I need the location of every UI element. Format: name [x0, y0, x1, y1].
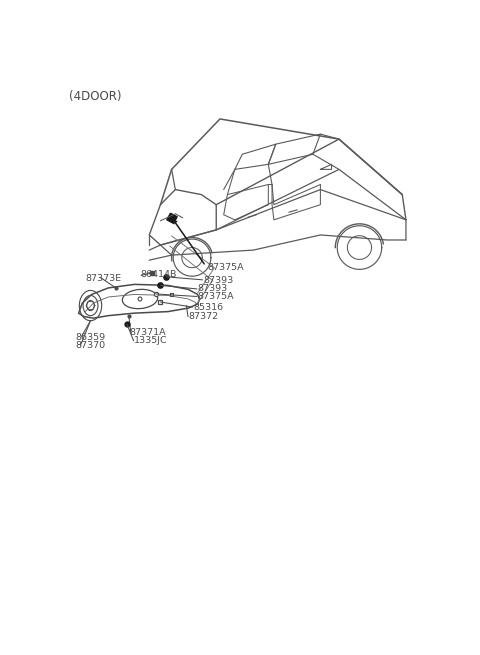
Text: 87371A: 87371A	[130, 328, 166, 337]
Text: 85316: 85316	[193, 303, 223, 312]
Text: 87375A: 87375A	[207, 263, 243, 272]
Text: 87370: 87370	[76, 341, 106, 350]
Text: (4DOOR): (4DOOR)	[69, 90, 122, 103]
Polygon shape	[167, 214, 177, 223]
Text: 87393: 87393	[203, 276, 233, 285]
Text: 87372: 87372	[189, 312, 219, 321]
Text: 86359: 86359	[76, 333, 106, 342]
Text: 87373E: 87373E	[85, 274, 121, 283]
Text: 87393: 87393	[198, 284, 228, 293]
Text: 1335JC: 1335JC	[134, 337, 168, 345]
Text: 86414B: 86414B	[140, 270, 176, 279]
Text: 87375A: 87375A	[198, 292, 234, 301]
